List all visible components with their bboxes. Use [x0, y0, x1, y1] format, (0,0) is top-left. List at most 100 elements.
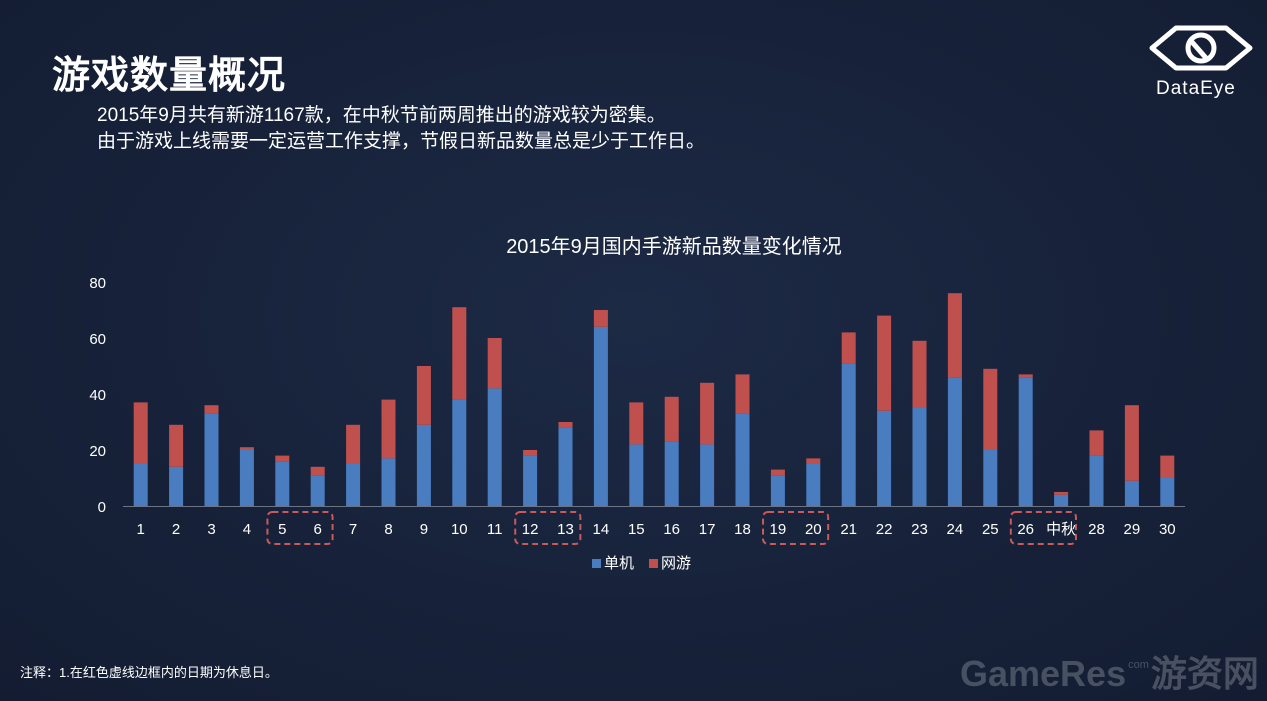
x-tick-label: 3 — [207, 521, 215, 538]
x-tick-label: 25 — [982, 521, 999, 538]
bar-single — [239, 450, 254, 506]
x-tick-label: 2 — [172, 521, 180, 538]
bar-single — [770, 475, 785, 506]
legend-swatch-single — [592, 559, 601, 568]
chart-title: 2015年9月国内手游新品数量变化情况 — [506, 235, 842, 258]
bar-online — [593, 310, 608, 327]
bar-single — [310, 475, 325, 506]
summary-line-2: 由于游戏上线需要一定运营工作支撑，节假日新品数量总是少于工作日。 — [97, 131, 706, 152]
bar-single — [452, 399, 467, 506]
bar-online — [452, 307, 467, 400]
x-tick-label: 29 — [1124, 521, 1141, 538]
x-tick-label: 23 — [911, 521, 928, 538]
y-tick-label: 60 — [89, 331, 106, 348]
legend-label-single: 单机 — [604, 555, 634, 572]
y-tick-label: 40 — [89, 387, 106, 404]
bar-online — [664, 396, 679, 442]
bar-single — [1089, 455, 1104, 506]
bar-single — [487, 388, 502, 506]
holiday-box — [266, 511, 334, 545]
logo-text: DataEye — [1156, 78, 1236, 99]
x-tick-label: 20 — [805, 521, 822, 538]
bar-single — [133, 464, 148, 506]
x-tick-label: 17 — [699, 521, 716, 538]
bar-single — [629, 444, 644, 506]
watermark-small: com — [1128, 659, 1149, 671]
x-tick-label: 30 — [1159, 521, 1176, 538]
bar-online — [1054, 492, 1069, 495]
eye-logo-icon — [1149, 25, 1253, 71]
bar-online — [275, 455, 290, 462]
bar-single — [1054, 494, 1069, 506]
x-tick-label: 6 — [314, 521, 322, 538]
bar-online — [947, 293, 962, 378]
bar-single — [416, 424, 431, 506]
bar-online — [310, 466, 325, 476]
page-title: 游戏数量概况 — [52, 55, 287, 97]
bar-single — [204, 413, 219, 506]
bar-online — [381, 399, 396, 459]
bar-online — [239, 447, 254, 450]
bar-online — [204, 405, 219, 414]
holiday-box — [1009, 511, 1077, 545]
x-tick-label: 13 — [557, 521, 574, 538]
bar-single — [806, 464, 821, 506]
bar-online — [806, 458, 821, 464]
bar-online — [983, 368, 998, 450]
bar-online — [169, 424, 184, 467]
bar-online — [1124, 405, 1139, 481]
x-tick-label: 4 — [243, 521, 251, 538]
bar-single — [983, 450, 998, 506]
x-tick-label: 12 — [522, 521, 539, 538]
y-tick-label: 20 — [89, 443, 106, 460]
x-tick-label: 28 — [1088, 521, 1105, 538]
bar-online — [629, 402, 644, 445]
legend-swatch-online — [649, 559, 658, 568]
bar-single — [558, 427, 573, 506]
bar-online — [133, 402, 148, 464]
bar-online — [1018, 374, 1033, 378]
x-tick-label: 19 — [770, 521, 787, 538]
bar-single — [593, 326, 608, 506]
bar-single — [664, 441, 679, 506]
holiday-box — [762, 511, 830, 545]
x-tick-label: 24 — [947, 521, 964, 538]
x-tick-label: 15 — [628, 521, 645, 538]
bar-online — [877, 315, 892, 411]
bar-single — [700, 444, 715, 506]
bar-single — [275, 461, 290, 506]
bar-single — [841, 363, 856, 506]
holiday-box — [514, 511, 582, 545]
x-tick-label: 7 — [349, 521, 357, 538]
bar-online — [416, 366, 431, 425]
x-tick-label: 14 — [593, 521, 610, 538]
watermark-cn: 游资网 — [1150, 653, 1259, 694]
bar-single — [947, 377, 962, 506]
bar-single — [381, 458, 396, 506]
x-tick-label: 11 — [487, 521, 503, 538]
x-tick-label: 5 — [278, 521, 286, 538]
bar-online — [1160, 455, 1175, 478]
bar-online — [558, 422, 573, 428]
bar-online — [735, 374, 750, 414]
y-tick-label: 80 — [89, 275, 106, 292]
watermark-main: GameRes — [960, 653, 1127, 694]
bar-online — [487, 338, 502, 389]
bar-single — [877, 410, 892, 506]
bar-single — [346, 464, 361, 506]
page-summary: 2015年9月共有新游1167款，在中秋节前两周推出的游戏较为密集。 由于游戏上… — [97, 103, 705, 155]
x-tick-label: 8 — [384, 521, 392, 538]
bar-online — [700, 382, 715, 445]
x-tick-label: 中秋 — [1046, 521, 1076, 538]
legend-label-online: 网游 — [661, 555, 691, 572]
bar-online — [346, 424, 361, 464]
summary-line-1: 2015年9月共有新游1167款，在中秋节前两周推出的游戏较为密集。 — [97, 105, 666, 126]
bar-single — [1018, 377, 1033, 506]
bar-online — [1089, 430, 1104, 456]
bar-single — [1160, 478, 1175, 506]
bar-online — [841, 332, 856, 364]
x-tick-label: 1 — [137, 521, 145, 538]
watermark: GameRes com游资网 — [960, 645, 1259, 697]
x-tick-label: 26 — [1017, 521, 1034, 538]
